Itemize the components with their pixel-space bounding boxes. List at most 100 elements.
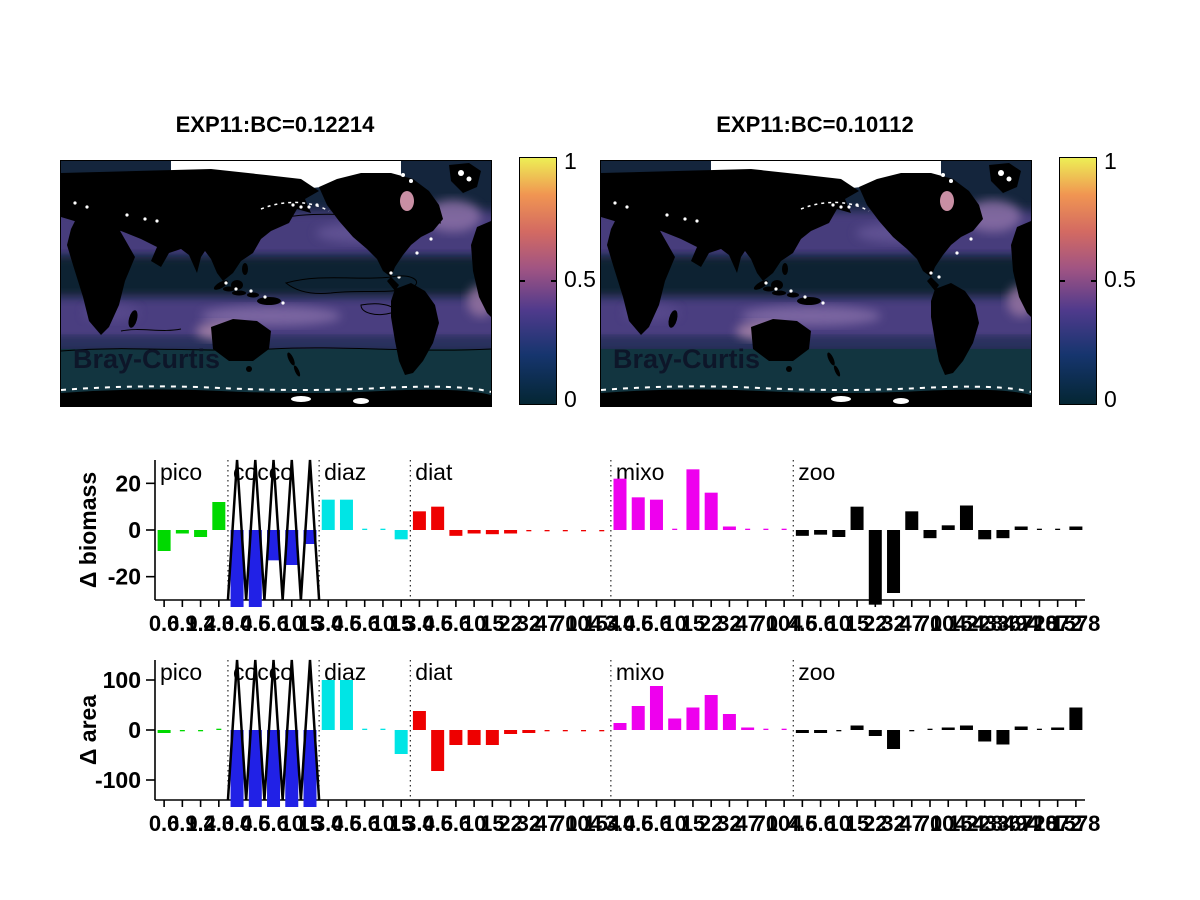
bar-mixo-15: [686, 707, 700, 730]
svg-text:-100: -100: [95, 767, 141, 793]
bar-cocco-3.0: [230, 530, 244, 607]
svg-text:10: 10: [280, 611, 304, 636]
bar-diat-4.5: [431, 506, 445, 530]
svg-text:4.5: 4.5: [787, 611, 818, 636]
svg-text:0.6: 0.6: [149, 611, 180, 636]
colorbar-tick-1: 1: [564, 148, 577, 174]
svg-text:154: 154: [583, 811, 620, 836]
bar-mixo-3.0: [613, 723, 627, 730]
map-title-left: EXP11:BC=0.12214: [175, 112, 375, 137]
colorbar-tick-05: 0.5: [1104, 266, 1136, 292]
bar-mixo-4.5: [631, 706, 645, 730]
bar-diat-70: [562, 530, 568, 532]
svg-text:47: 47: [535, 611, 559, 636]
svg-text:32: 32: [717, 611, 741, 636]
svg-text:32: 32: [881, 811, 905, 836]
svg-text:32: 32: [517, 811, 541, 836]
svg-text:15: 15: [681, 811, 705, 836]
bar-pico-0.9: [179, 730, 185, 732]
bar-diaz-6.6: [362, 528, 368, 530]
bar-zoo-336: [996, 530, 1010, 539]
bar-mixo-15: [686, 469, 700, 530]
colorbar-right: [1059, 157, 1097, 405]
colorbar-mid-notch: [1091, 280, 1096, 282]
bar-mixo-104: [781, 528, 787, 530]
svg-text:1578: 1578: [1051, 611, 1100, 636]
svg-text:32: 32: [517, 611, 541, 636]
svg-text:10: 10: [462, 611, 486, 636]
colorbar-left: [519, 157, 557, 405]
bar-mixo-70: [763, 528, 769, 530]
bar-zoo-154: [959, 725, 973, 730]
world-map-left: Bray-Curtis: [60, 160, 492, 407]
svg-text:4.5: 4.5: [623, 811, 654, 836]
bar-zoo-104: [941, 727, 955, 730]
bar-mixo-3.0: [613, 478, 627, 530]
svg-text:15: 15: [480, 611, 504, 636]
svg-text:494: 494: [1003, 811, 1040, 836]
svg-text:4.5: 4.5: [331, 811, 362, 836]
svg-text:494: 494: [1003, 611, 1040, 636]
bar-zoo-728: [1036, 728, 1042, 730]
svg-text:228: 228: [966, 611, 1003, 636]
bar-zoo-228: [978, 530, 992, 540]
world-map-right: Bray-Curtis: [600, 160, 1032, 407]
svg-text:3.0: 3.0: [404, 811, 435, 836]
map-overlay-label-left: Bray-Curtis: [73, 344, 221, 374]
bar-cocco-3.0: [230, 730, 244, 807]
svg-text:32: 32: [717, 811, 741, 836]
bar-zoo-1578: [1069, 526, 1083, 530]
svg-text:6.6: 6.6: [805, 611, 836, 636]
svg-text:10: 10: [662, 611, 686, 636]
svg-text:6.6: 6.6: [441, 811, 472, 836]
colorbar-mid-notch: [551, 280, 556, 282]
bar-diat-4.5: [431, 730, 445, 771]
svg-text:100: 100: [103, 667, 141, 693]
bar-zoo-22: [868, 530, 882, 605]
bar-zoo-47: [909, 730, 915, 732]
svg-text:6.6: 6.6: [641, 811, 672, 836]
bar-mixo-22: [704, 695, 718, 730]
bar-diaz-3.0: [321, 499, 335, 530]
svg-text:22: 22: [863, 811, 887, 836]
colorbar-tick-0: 0: [564, 386, 577, 412]
bar-cocco-6.6: [267, 530, 281, 561]
svg-text:154: 154: [583, 611, 620, 636]
svg-text:22: 22: [699, 611, 723, 636]
bar-zoo-22: [868, 730, 882, 736]
svg-text:6.6: 6.6: [641, 611, 672, 636]
bar-diat-15: [485, 530, 499, 535]
colorbar-gradient-right: [1060, 158, 1096, 404]
svg-text:70: 70: [754, 811, 778, 836]
bar-diat-15: [485, 730, 499, 745]
bar-mixo-104: [781, 728, 787, 730]
svg-text:diat: diat: [415, 659, 453, 685]
svg-text:3.0: 3.0: [222, 811, 253, 836]
svg-text:104: 104: [766, 811, 803, 836]
map-art: [601, 161, 1031, 406]
svg-text:47: 47: [735, 811, 759, 836]
bar-zoo-32: [887, 530, 901, 593]
svg-text:154: 154: [948, 811, 985, 836]
svg-text:154: 154: [948, 611, 985, 636]
svg-text:zoo: zoo: [798, 459, 835, 485]
bar-diat-104: [581, 530, 587, 532]
svg-text:0.6: 0.6: [149, 811, 180, 836]
delta-biomass-bar-chart: 200-20Δ biomass pico0.60.91.42.0cocco3.04…: [75, 459, 1100, 636]
map-overlay-label-right: Bray-Curtis: [613, 344, 761, 374]
svg-text:1578: 1578: [1051, 811, 1100, 836]
bar-diat-154: [599, 530, 605, 532]
bar-cocco-10: [285, 730, 299, 807]
svg-text:zoo: zoo: [798, 659, 835, 685]
svg-text:15: 15: [389, 611, 413, 636]
bar-diat-32: [522, 730, 536, 733]
bar-cocco-15: [303, 530, 317, 544]
svg-text:22: 22: [498, 811, 522, 836]
svg-text:15: 15: [480, 811, 504, 836]
svg-text:10: 10: [827, 611, 851, 636]
svg-text:6.6: 6.6: [349, 811, 380, 836]
svg-text:15: 15: [845, 811, 869, 836]
svg-text:10: 10: [827, 811, 851, 836]
svg-text:6.6: 6.6: [441, 611, 472, 636]
bar-mixo-10: [672, 528, 678, 530]
